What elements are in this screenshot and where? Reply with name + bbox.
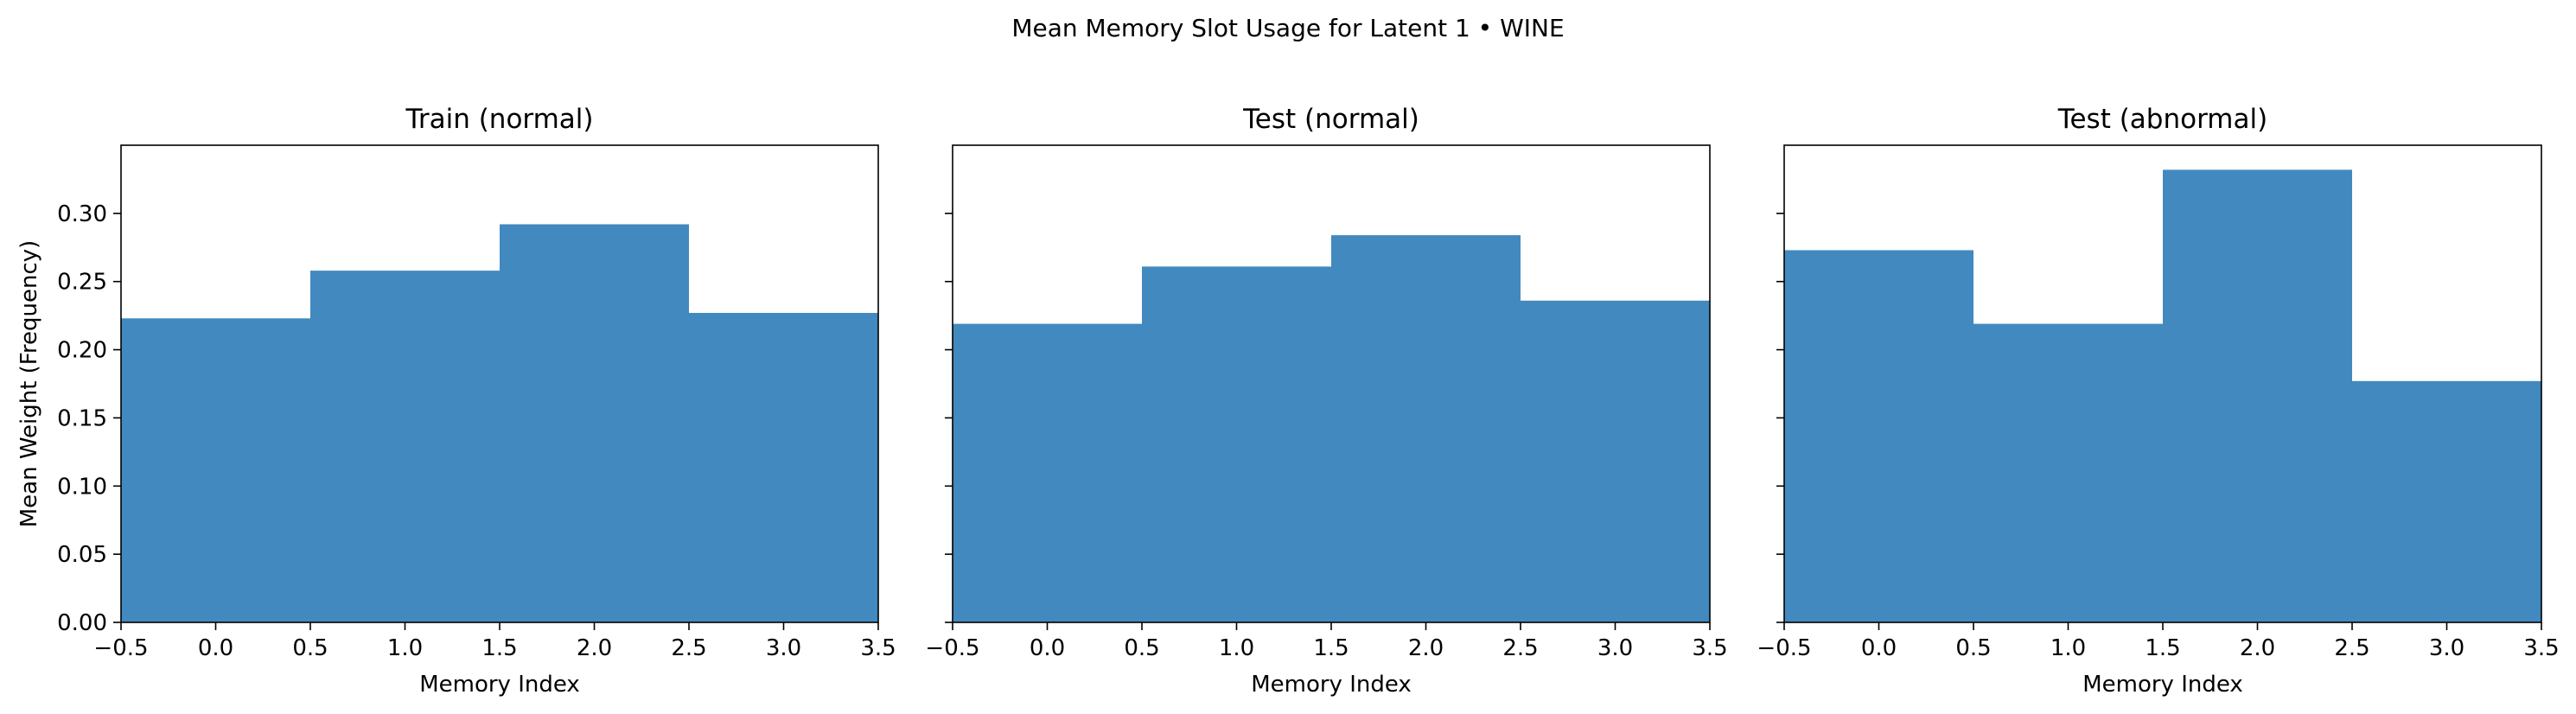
y-tick-label: 0.30 <box>57 201 107 227</box>
subplot-panels: Train (normal) −0.5 0.0 0.5 1.0 1.5 2.0 2.5 3.0 3… <box>16 104 2560 698</box>
bar-memory-1 <box>1973 323 2163 622</box>
x-tick-label: 0.0 <box>198 635 233 661</box>
x-tick-label: 1.5 <box>481 635 517 661</box>
x-tick-label: 0.5 <box>292 635 328 661</box>
x-tick-label: 1.0 <box>2050 635 2086 661</box>
x-axis-label: Memory Index <box>1251 672 1412 698</box>
x-tick-label: 3.5 <box>1692 635 1727 661</box>
subplot-3: Test (abnormal) −0.5 0.0 0.5 1.0 1.5 2.0 2.5 3.0… <box>1757 104 2559 698</box>
y-tick-label: 0.25 <box>57 270 107 296</box>
x-axis-label: Memory Index <box>2082 672 2243 698</box>
x-tick-label: 3.0 <box>766 635 801 661</box>
bars <box>953 235 1710 622</box>
y-tick-label: 0.10 <box>57 474 107 500</box>
x-tick-label: 1.0 <box>1219 635 1254 661</box>
panel-title: Test (normal) <box>1242 104 1419 135</box>
x-tick-label: −0.5 <box>1757 635 1811 661</box>
y-tick-label: 0.15 <box>57 405 107 431</box>
bar-memory-3 <box>2352 380 2541 622</box>
bar-memory-0 <box>121 318 310 622</box>
bar-memory-2 <box>1331 235 1521 622</box>
x-axis-label: Memory Index <box>419 672 580 698</box>
x-tick-label: 2.5 <box>1502 635 1538 661</box>
y-tick-label: 0.20 <box>57 338 107 364</box>
bars <box>121 224 878 622</box>
figure-suptitle: Mean Memory Slot Usage for Latent 1 • WI… <box>1011 14 1564 42</box>
x-tick-label: 3.5 <box>860 635 896 661</box>
subplot-1: Train (normal) −0.5 0.0 0.5 1.0 1.5 2.0 2.5 3.0 3… <box>16 104 896 698</box>
x-tick-label: −0.5 <box>93 635 148 661</box>
bar-memory-0 <box>953 323 1142 622</box>
x-tick-label: 3.5 <box>2523 635 2559 661</box>
bar-memory-0 <box>1784 250 1973 622</box>
x-tick-label: 3.0 <box>1597 635 1633 661</box>
bar-memory-3 <box>1521 300 1710 622</box>
bar-memory-3 <box>689 312 878 622</box>
x-tick-label: 2.5 <box>671 635 706 661</box>
x-tick-label: −0.5 <box>925 635 979 661</box>
y-tick-label: 0.05 <box>57 542 107 568</box>
panel-title: Train (normal) <box>405 104 593 135</box>
bars <box>1784 169 2541 623</box>
x-tick-label: 1.5 <box>1313 635 1349 661</box>
x-tick-label: 0.5 <box>1124 635 1159 661</box>
x-tick-label: 1.0 <box>387 635 423 661</box>
x-tick-label: 2.0 <box>1408 635 1444 661</box>
y-tick-label: 0.00 <box>57 610 107 636</box>
x-tick-label: 2.0 <box>2240 635 2275 661</box>
x-tick-label: 3.0 <box>2429 635 2464 661</box>
bar-memory-2 <box>500 224 689 622</box>
bar-memory-2 <box>2163 169 2352 623</box>
x-tick-label: 2.5 <box>2334 635 2369 661</box>
y-axis-label: Mean Weight (Frequency) <box>16 240 42 528</box>
x-tick-label: 0.5 <box>1955 635 1991 661</box>
bar-memory-1 <box>1142 266 1331 622</box>
bar-memory-1 <box>310 271 500 622</box>
x-tick-label: 1.5 <box>2145 635 2180 661</box>
subplot-2: Test (normal) −0.5 0.0 0.5 1.0 1.5 2.0 2.5 3.0 3.… <box>925 104 1727 698</box>
panel-title: Test (abnormal) <box>2057 104 2267 135</box>
x-tick-label: 2.0 <box>577 635 612 661</box>
x-tick-label: 0.0 <box>1030 635 1065 661</box>
x-tick-label: 0.0 <box>1861 635 1897 661</box>
